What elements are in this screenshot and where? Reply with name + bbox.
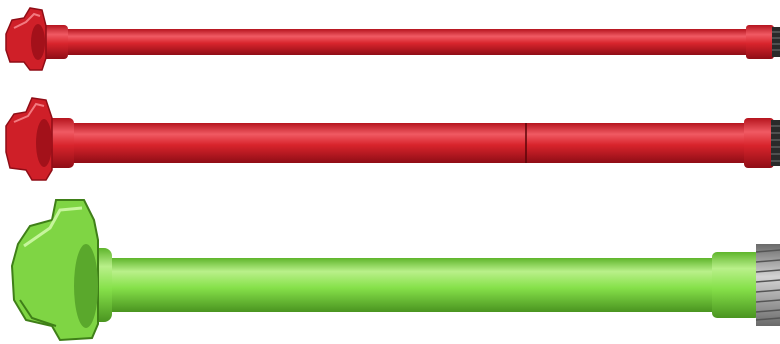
tube-body bbox=[44, 29, 756, 55]
end-coupling bbox=[746, 25, 774, 59]
green-pup-joint-large bbox=[10, 199, 780, 342]
end-coupling bbox=[744, 118, 774, 168]
tube-body bbox=[50, 123, 756, 163]
wing-nut-icon bbox=[5, 7, 47, 71]
red-pup-joint-short bbox=[5, 7, 780, 71]
end-coupling bbox=[712, 252, 760, 318]
red-pup-joint-welded bbox=[5, 97, 780, 181]
tube-collar bbox=[40, 25, 68, 59]
wing-nut-icon bbox=[5, 97, 53, 181]
thread-end bbox=[755, 244, 780, 326]
wing-nut-icon bbox=[10, 199, 99, 342]
tube-body bbox=[96, 258, 722, 312]
thread-end bbox=[771, 120, 780, 166]
thread-end bbox=[772, 27, 780, 57]
